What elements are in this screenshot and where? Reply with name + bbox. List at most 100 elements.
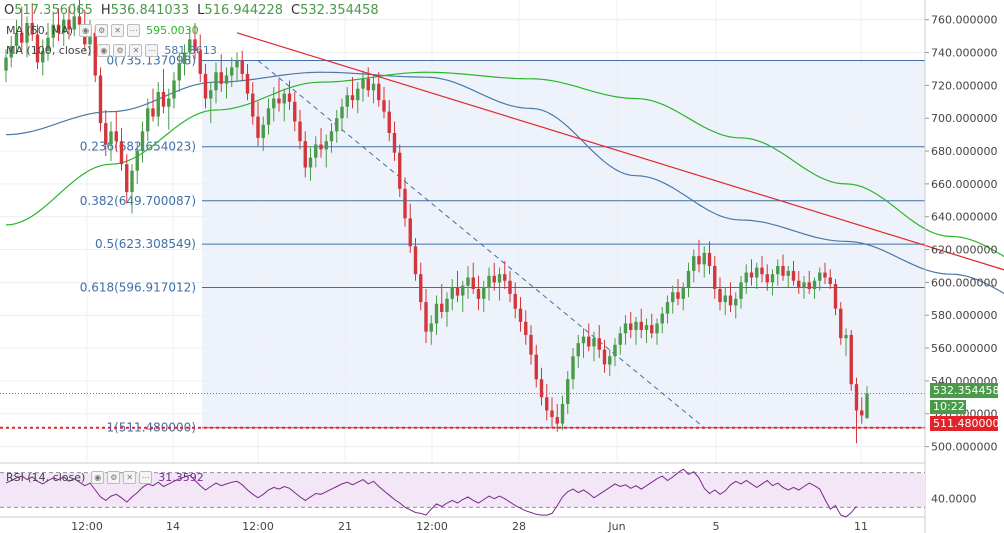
close-icon[interactable]: ✕ xyxy=(123,471,137,484)
candle-body xyxy=(230,67,234,76)
candle-body xyxy=(849,334,853,385)
candle-body xyxy=(14,32,19,46)
candle-body xyxy=(707,252,712,266)
close-icon[interactable]: ✕ xyxy=(111,24,125,37)
candle-body xyxy=(198,50,202,74)
candle-body xyxy=(518,308,523,322)
candle-body xyxy=(156,91,160,117)
current-price-tag: 532.354458 xyxy=(930,383,999,398)
ohlc-value: 532.354458 xyxy=(300,3,379,18)
candle-body xyxy=(293,101,297,122)
candle-body xyxy=(340,106,344,119)
candle-body xyxy=(193,39,197,51)
ma100-controls[interactable]: ◉ ⚙ ✕ ⋯ xyxy=(97,44,159,57)
candle-body xyxy=(335,118,339,132)
time-tick-label: Jun xyxy=(607,520,625,533)
candle-body xyxy=(592,338,596,347)
ma50-label: MA (50, MA) xyxy=(6,24,74,37)
ohlc-key: H xyxy=(100,3,111,18)
candle-body xyxy=(797,280,801,288)
candle-body xyxy=(482,287,486,299)
candle-body xyxy=(608,356,612,365)
candle-body xyxy=(455,287,460,296)
rsi-controls[interactable]: ◉ ⚙ ✕ ⋯ xyxy=(91,471,153,484)
candle-body xyxy=(476,288,481,299)
candle-body xyxy=(429,323,433,332)
price-tick-label: 680.000000 xyxy=(931,145,997,158)
candle-body xyxy=(671,292,675,303)
candle-body xyxy=(51,24,55,38)
more-icon[interactable]: ⋯ xyxy=(139,471,153,484)
candle-body xyxy=(461,285,465,296)
candle-body xyxy=(177,64,181,81)
candle-body xyxy=(167,98,171,107)
candle-body xyxy=(471,277,475,289)
rsi-band-zone xyxy=(0,472,925,508)
price-tick-label: 580.000000 xyxy=(931,309,997,322)
more-icon[interactable]: ⋯ xyxy=(127,24,141,37)
candle-body xyxy=(104,123,108,145)
candle-body xyxy=(508,280,512,294)
candle-body xyxy=(550,410,554,418)
settings-icon[interactable]: ⚙ xyxy=(95,24,109,37)
candle-body xyxy=(676,292,680,299)
time-tick-label: 14 xyxy=(166,520,180,533)
candle-body xyxy=(686,270,691,288)
candle-body xyxy=(692,256,696,271)
candle-body xyxy=(697,256,701,265)
close-icon[interactable]: ✕ xyxy=(129,44,143,57)
candle-body xyxy=(534,354,538,380)
ma50-value: 595.0030 xyxy=(146,24,199,37)
candle-body xyxy=(67,19,71,30)
candle-body xyxy=(408,218,412,247)
candle-body xyxy=(602,349,607,365)
candle-body xyxy=(266,108,271,125)
candle-body xyxy=(650,325,654,334)
candle-body xyxy=(860,410,864,416)
candle-body xyxy=(130,170,134,193)
candle-body xyxy=(146,108,150,132)
settings-icon[interactable]: ⚙ xyxy=(113,44,127,57)
candle-body xyxy=(172,80,176,99)
more-icon[interactable]: ⋯ xyxy=(145,44,159,57)
settings-icon[interactable]: ⚙ xyxy=(107,471,121,484)
candle-body xyxy=(251,93,255,117)
candle-body xyxy=(308,157,313,168)
candle-body xyxy=(655,323,659,334)
candle-body xyxy=(587,336,591,347)
candle-body xyxy=(151,108,155,117)
candle-body xyxy=(125,164,129,193)
candle-body xyxy=(681,287,685,299)
candle-body xyxy=(545,397,549,411)
candle-body xyxy=(739,282,743,299)
candle-body xyxy=(413,246,418,275)
eye-icon[interactable]: ◉ xyxy=(91,471,105,484)
eye-icon[interactable]: ◉ xyxy=(97,44,111,57)
candle-body xyxy=(72,16,76,30)
ohlc-key: C xyxy=(291,3,301,18)
candle-body xyxy=(214,72,218,91)
candle-body xyxy=(781,265,785,276)
price-tick-label: 620.000000 xyxy=(931,244,997,257)
candle-body xyxy=(319,144,323,150)
candle-body xyxy=(786,270,790,276)
candle-body xyxy=(25,22,29,43)
candle-body xyxy=(314,144,318,158)
candle-body xyxy=(224,75,229,84)
candle-body xyxy=(833,284,838,309)
ma50-controls[interactable]: ◉ ⚙ ✕ ⋯ xyxy=(79,24,141,37)
ohlc-key: O xyxy=(4,3,15,18)
bar-timer-tag: 10:22 xyxy=(930,400,966,414)
eye-icon[interactable]: ◉ xyxy=(79,24,93,37)
candle-body xyxy=(440,303,444,312)
candle-body xyxy=(755,267,759,278)
candle-body xyxy=(450,287,454,299)
trendline xyxy=(236,32,1004,271)
candle-body xyxy=(812,280,817,289)
candle-body xyxy=(791,270,796,281)
candle-body xyxy=(329,131,334,142)
candle-body xyxy=(770,274,775,283)
candle-body xyxy=(466,277,470,286)
